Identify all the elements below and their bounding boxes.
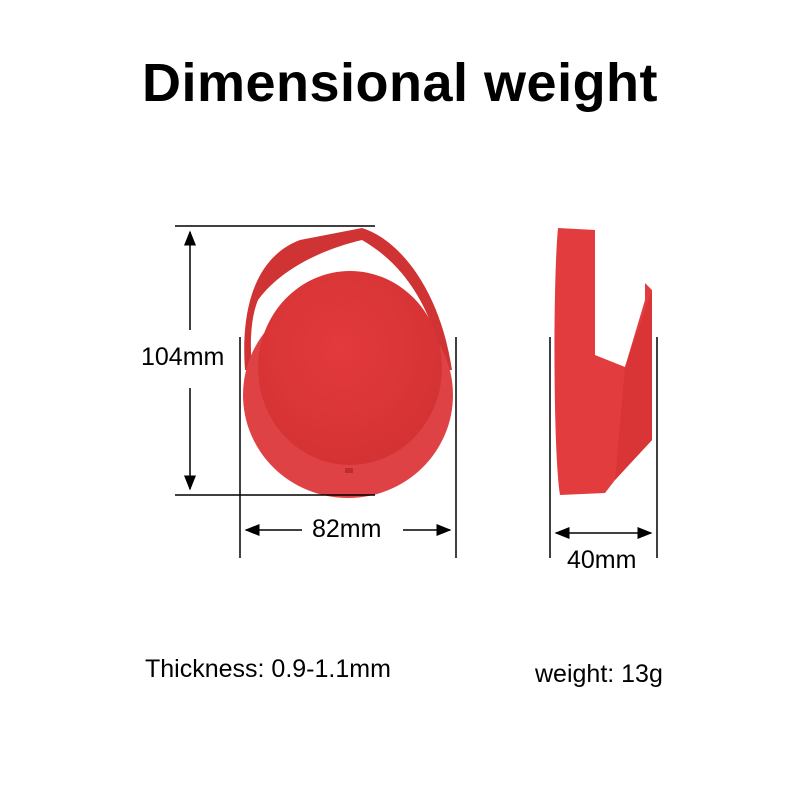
clip-notch xyxy=(345,468,353,473)
front-view xyxy=(243,228,453,498)
side-view xyxy=(554,228,652,495)
thickness-spec: Thickness: 0.9-1.1mm xyxy=(145,655,391,683)
weight-spec: weight: 13g xyxy=(535,660,663,688)
height-dimension: 104mm xyxy=(141,342,225,372)
width-dimension: 82mm xyxy=(312,514,382,544)
disc xyxy=(258,271,442,465)
handle xyxy=(244,228,452,370)
depth-dimension: 40mm xyxy=(567,546,637,574)
page-title: Dimensional weight xyxy=(141,53,659,113)
side-facet xyxy=(615,290,652,480)
dimension-lines xyxy=(175,225,658,558)
